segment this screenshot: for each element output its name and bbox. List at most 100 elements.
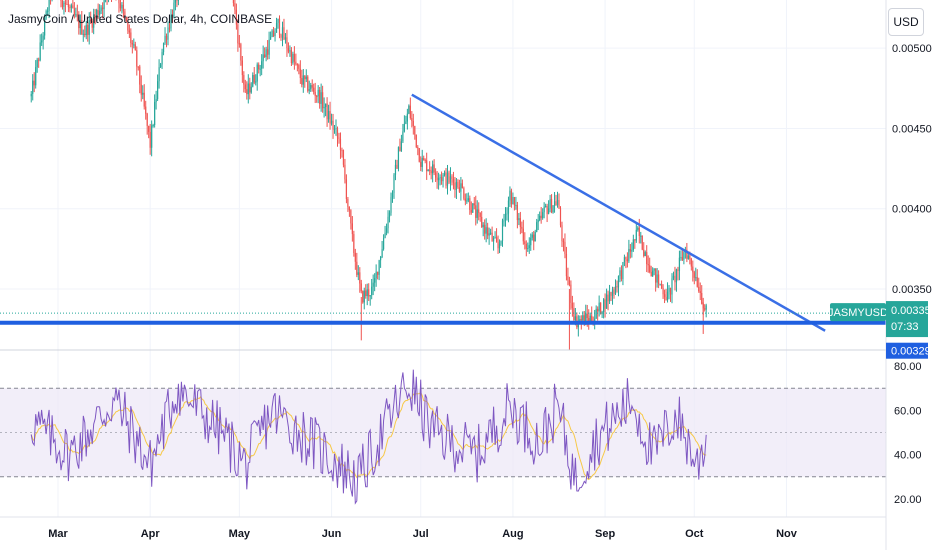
candle-body <box>470 209 472 213</box>
candle-body <box>448 172 450 183</box>
candle-body <box>320 92 322 104</box>
candle-body <box>125 17 127 22</box>
candle-body <box>385 228 388 233</box>
candle-body <box>539 215 541 221</box>
candle-body <box>84 33 86 36</box>
rsi-tick-label: 40.00 <box>894 450 922 462</box>
candle-body <box>504 214 507 221</box>
candle-body <box>570 284 572 303</box>
candle-body <box>119 3 122 9</box>
candle-body <box>275 22 278 33</box>
candle-body <box>152 125 154 127</box>
candle-body <box>537 220 539 223</box>
candle-body <box>568 280 571 285</box>
candle-body <box>64 2 67 4</box>
time-tick-label: Mar <box>48 528 68 540</box>
price-tags: JASMYUSD 0.00335 07:33 0.00329 <box>828 301 931 359</box>
candle-body <box>680 257 682 259</box>
candle-body <box>487 227 489 236</box>
candle-body <box>87 25 89 35</box>
candle-body <box>63 2 65 7</box>
candle-body <box>638 227 640 237</box>
candle-body <box>507 200 510 214</box>
candle-body <box>522 228 524 242</box>
candle-body <box>421 158 423 167</box>
candle-body <box>377 271 379 275</box>
candle-body <box>411 118 413 121</box>
candle-body <box>42 35 44 41</box>
candle-body <box>46 10 49 12</box>
candle-body <box>30 93 32 97</box>
candle-body <box>326 103 328 120</box>
candle-body <box>417 147 419 149</box>
candle-body <box>527 247 529 249</box>
candle-body <box>168 27 171 29</box>
candle-body <box>295 61 297 65</box>
candle-body <box>589 315 591 322</box>
candle-body <box>363 290 365 303</box>
candle-body <box>659 283 661 285</box>
candle-body <box>427 169 429 172</box>
candle-body <box>388 212 391 217</box>
candle-body <box>292 53 294 63</box>
candle-body <box>634 239 636 241</box>
candle-body <box>681 257 683 260</box>
candle-body <box>497 241 499 249</box>
candle-body <box>255 81 257 83</box>
currency-button[interactable]: USD <box>888 8 924 36</box>
price-tick-label: 0.00500 <box>892 43 932 55</box>
candle-body <box>528 245 530 248</box>
candle-body <box>399 147 401 152</box>
candle-body <box>613 289 615 294</box>
candle-body <box>165 35 168 40</box>
candle-body <box>99 10 101 15</box>
candle-body <box>139 66 141 85</box>
candle-body <box>655 268 657 283</box>
candle-body <box>513 197 516 206</box>
candle-body <box>356 261 358 275</box>
candle-body <box>234 3 236 10</box>
candle-body <box>354 252 356 262</box>
candle-body <box>525 243 527 249</box>
candle-body <box>424 160 426 162</box>
candle-body <box>299 68 301 79</box>
candle-body <box>271 30 273 38</box>
candle-body <box>620 270 623 280</box>
candle-body <box>342 150 345 165</box>
candle-body <box>281 27 284 38</box>
candle-body <box>143 92 145 107</box>
candle-body <box>313 87 315 92</box>
candle-body <box>420 161 422 167</box>
candle-body <box>478 209 480 213</box>
support-tag-label: 0.00329 <box>891 346 931 358</box>
candle-body <box>683 252 685 260</box>
price-axis-ticks: 0.00500 0.00450 0.00400 0.00350 <box>892 43 932 296</box>
candle-body <box>534 232 536 242</box>
candle-body <box>463 188 465 199</box>
candle-body <box>580 319 582 321</box>
candle-body <box>660 283 663 288</box>
candle-body <box>357 272 359 275</box>
candle-body <box>540 215 542 219</box>
candle-body <box>128 30 130 33</box>
candle-body <box>102 7 104 10</box>
candle-body <box>159 64 162 68</box>
candle-body <box>614 285 617 294</box>
candle-body <box>458 187 460 192</box>
candle-body <box>375 271 377 279</box>
candle-body <box>705 305 707 310</box>
support-tag <box>886 342 928 359</box>
candle-body <box>564 242 566 255</box>
candle-body <box>305 76 307 80</box>
candle-body <box>32 80 34 94</box>
candle-body <box>559 208 562 226</box>
candle-body <box>60 0 62 1</box>
candle-body <box>668 287 670 292</box>
candle-body <box>482 224 484 228</box>
candle-body <box>658 274 660 284</box>
candle-body <box>626 259 628 262</box>
candle-body <box>394 164 397 175</box>
candle-body <box>426 160 428 172</box>
candle-body <box>488 233 490 236</box>
rsi-tick-label: 60.00 <box>894 405 922 417</box>
